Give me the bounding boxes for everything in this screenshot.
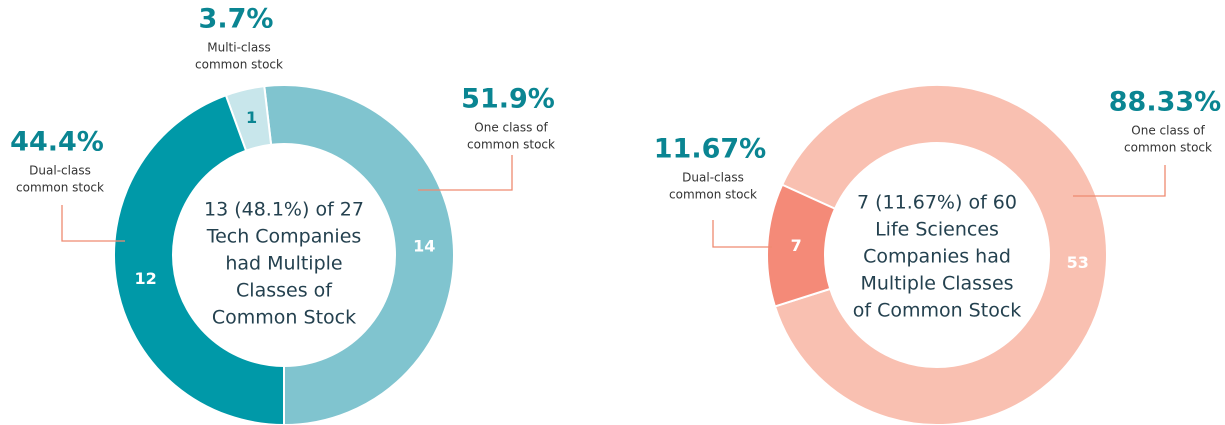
leader-line <box>418 155 513 191</box>
center-text: Common Stock <box>212 307 356 329</box>
segment-count: 53 <box>1067 253 1089 272</box>
category-label: One class of <box>474 121 548 135</box>
donut-segment <box>766 183 837 308</box>
category-label: common stock <box>467 138 555 152</box>
center-text: 13 (48.1%) of 27 <box>204 199 364 221</box>
segment-count: 14 <box>413 236 435 255</box>
category-label: common stock <box>669 188 757 202</box>
center-text: Tech Companies <box>206 226 362 248</box>
leader-line <box>1073 165 1166 197</box>
category-label: Multi-class <box>207 41 270 55</box>
percent-label: 44.4% <box>10 127 104 158</box>
category-label: common stock <box>16 181 104 195</box>
category-label: Dual-class <box>682 171 744 185</box>
donut-segment <box>113 93 285 425</box>
center-text: Classes of <box>236 280 333 302</box>
leader-line <box>61 205 125 242</box>
percent-label: 3.7% <box>199 4 274 35</box>
center-text: Multiple Classes <box>860 273 1013 295</box>
segment-count: 7 <box>791 236 802 255</box>
center-text: Life Sciences <box>875 219 999 241</box>
donut-segment <box>263 84 455 425</box>
percent-label: 88.33% <box>1109 87 1221 118</box>
center-text: 7 (11.67%) of 60 <box>857 192 1017 214</box>
segment-count: 12 <box>135 269 157 288</box>
segment-count: 1 <box>246 108 257 127</box>
category-label: common stock <box>1124 141 1212 155</box>
percent-label: 11.67% <box>654 134 766 165</box>
category-label: common stock <box>195 58 283 72</box>
center-text: Companies had <box>863 246 1011 268</box>
center-text: had Multiple <box>225 253 342 275</box>
category-label: One class of <box>1131 124 1205 138</box>
percent-label: 51.9% <box>461 84 555 115</box>
center-text: of Common Stock <box>853 300 1022 322</box>
category-label: Dual-class <box>29 164 91 178</box>
donut-segment <box>773 84 1108 425</box>
leader-line <box>712 220 772 248</box>
